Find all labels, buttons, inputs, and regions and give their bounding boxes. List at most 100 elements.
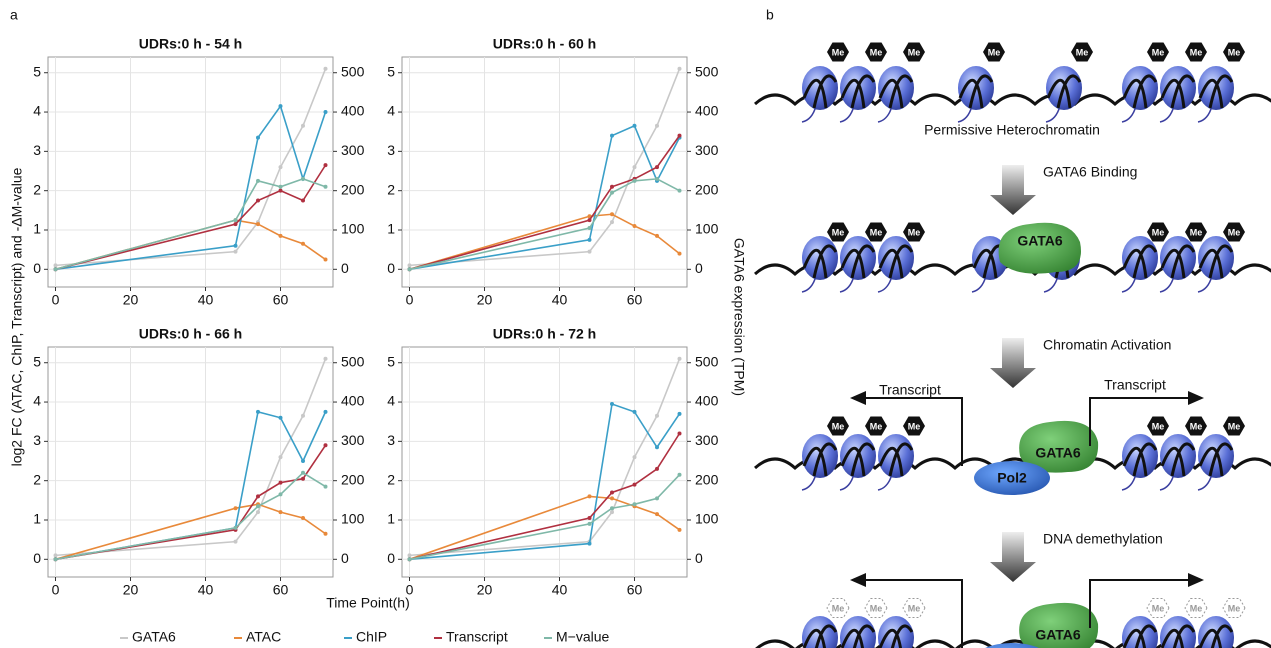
y-tick-label: 3 bbox=[33, 432, 41, 448]
protein-label: GATA6 bbox=[1017, 233, 1063, 249]
legend-label: ChIP bbox=[356, 629, 387, 645]
chart-title: UDRs:0 h - 60 h bbox=[493, 36, 596, 52]
point bbox=[323, 531, 328, 536]
x-tick-label: 20 bbox=[477, 292, 493, 308]
dna-wrap bbox=[878, 74, 914, 109]
point bbox=[655, 512, 659, 517]
methyl-mark bbox=[865, 416, 887, 436]
point bbox=[587, 237, 592, 242]
dna-wrap bbox=[802, 624, 838, 648]
point bbox=[323, 110, 328, 115]
methyl-label: Me bbox=[1228, 47, 1241, 57]
point bbox=[407, 263, 412, 268]
point bbox=[233, 539, 238, 544]
dna-wrap bbox=[1122, 244, 1158, 279]
y2-tick-label: 200 bbox=[695, 471, 719, 487]
point bbox=[323, 484, 328, 489]
x-tick-label: 0 bbox=[406, 292, 414, 308]
y-tick-label: 0 bbox=[33, 260, 41, 276]
point bbox=[587, 521, 592, 526]
transcript-arrow bbox=[1089, 397, 1190, 446]
y-tick-label: 3 bbox=[387, 432, 395, 448]
point bbox=[677, 472, 682, 477]
point bbox=[278, 510, 283, 515]
point bbox=[677, 188, 682, 193]
dna-wrap bbox=[1160, 244, 1196, 279]
point bbox=[256, 510, 260, 515]
y-tick-label: 4 bbox=[33, 103, 41, 119]
y-tick-label: 0 bbox=[387, 260, 395, 276]
y-axis-label: log2 FC (ATAC, ChIP, Transcript) and -ΔM… bbox=[9, 167, 25, 466]
series-line bbox=[409, 135, 681, 271]
methyl-label: Me bbox=[908, 227, 921, 237]
point bbox=[256, 409, 260, 414]
methyl-label: Me bbox=[832, 47, 845, 57]
y2-tick-label: 100 bbox=[341, 511, 365, 527]
transcript-label: Transcript bbox=[1104, 377, 1166, 393]
point bbox=[323, 66, 328, 71]
transcript-arrow bbox=[862, 397, 963, 466]
methyl-removed bbox=[902, 597, 926, 619]
point bbox=[278, 455, 283, 460]
y2-tick-label: 100 bbox=[341, 221, 365, 237]
methyl-label: Me bbox=[908, 47, 921, 57]
series-line bbox=[55, 104, 327, 271]
methyl-label: Me bbox=[832, 227, 845, 237]
methyl-label: Me bbox=[1076, 47, 1089, 57]
point bbox=[53, 263, 58, 268]
methyl-mark bbox=[865, 42, 887, 62]
point bbox=[323, 257, 328, 262]
legend-label: M−value bbox=[556, 629, 610, 645]
point bbox=[610, 496, 614, 501]
arrow-head bbox=[1188, 391, 1204, 405]
y-tick-label: 4 bbox=[33, 393, 41, 409]
point bbox=[256, 198, 260, 203]
dna-wrap bbox=[1122, 74, 1158, 109]
point bbox=[655, 233, 659, 238]
methyl-label: Me bbox=[832, 603, 845, 613]
point bbox=[323, 443, 328, 448]
point bbox=[256, 222, 260, 227]
y-tick-label: 1 bbox=[387, 221, 395, 237]
methyl-mark bbox=[983, 42, 1005, 62]
dna-wrap bbox=[802, 442, 838, 477]
point bbox=[677, 133, 682, 138]
dna-wrap bbox=[840, 74, 876, 109]
y-tick-label: 1 bbox=[33, 221, 41, 237]
dna-wrap bbox=[802, 244, 838, 279]
methyl-mark bbox=[1223, 42, 1245, 62]
point bbox=[632, 482, 637, 487]
methyl-mark bbox=[1147, 416, 1169, 436]
point bbox=[677, 431, 682, 436]
point bbox=[407, 267, 412, 272]
point bbox=[233, 218, 238, 223]
point bbox=[301, 123, 305, 128]
methyl-label: Me bbox=[1190, 47, 1203, 57]
point bbox=[587, 541, 592, 546]
point bbox=[301, 198, 305, 203]
dna-wrap bbox=[1198, 624, 1234, 648]
methyl-mark bbox=[903, 222, 925, 242]
point bbox=[655, 176, 659, 181]
point bbox=[587, 494, 592, 499]
methyl-label: Me bbox=[1190, 421, 1203, 431]
y-tick-label: 1 bbox=[387, 511, 395, 527]
y2-tick-label: 400 bbox=[341, 393, 365, 409]
y2-tick-label: 500 bbox=[695, 353, 719, 369]
point bbox=[677, 66, 682, 71]
methyl-mark bbox=[827, 416, 849, 436]
y2-tick-label: 0 bbox=[341, 550, 349, 566]
methyl-mark bbox=[1185, 42, 1207, 62]
point bbox=[655, 413, 659, 418]
point bbox=[587, 516, 592, 521]
y-tick-label: 0 bbox=[387, 550, 395, 566]
methyl-label: Me bbox=[1228, 227, 1241, 237]
series-line bbox=[409, 495, 680, 561]
point bbox=[278, 415, 283, 420]
methyl-mark bbox=[1223, 416, 1245, 436]
y2-tick-label: 500 bbox=[695, 63, 719, 79]
point bbox=[301, 413, 305, 418]
y-tick-label: 2 bbox=[33, 471, 41, 487]
gata6-protein bbox=[1019, 420, 1099, 473]
